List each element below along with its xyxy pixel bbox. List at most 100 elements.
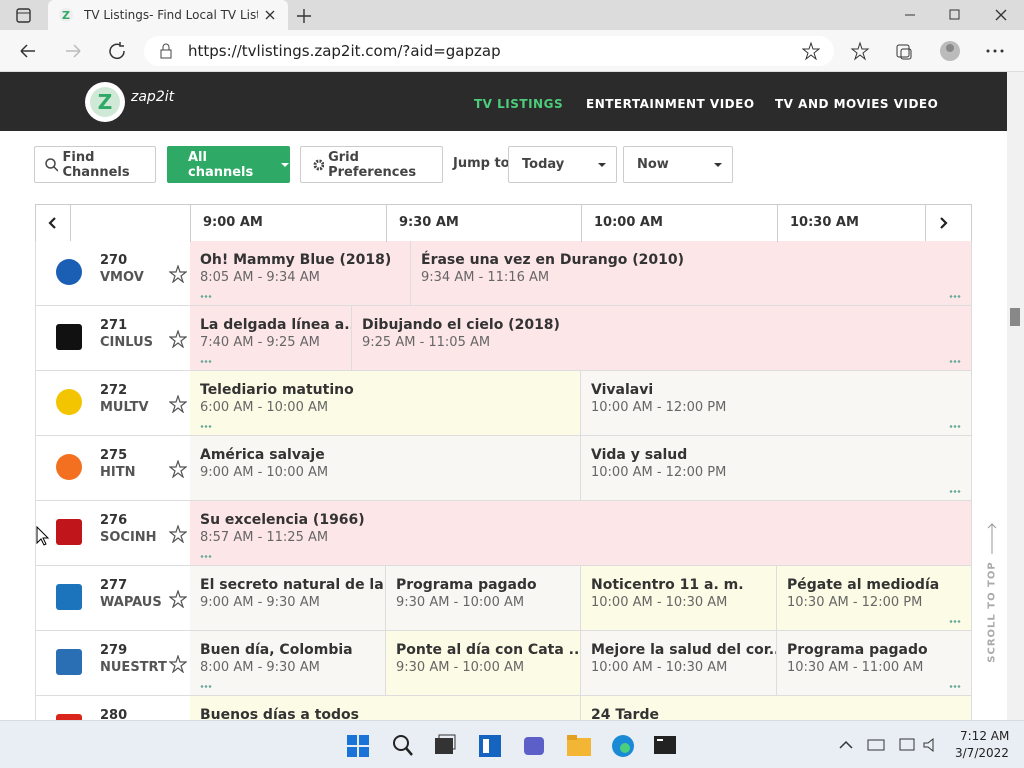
program-cell[interactable]: Pégate al mediodía 10:30 AM - 12:00 PM	[777, 566, 972, 631]
favorite-add[interactable]	[802, 42, 820, 60]
program-time: 8:00 AM - 9:30 AM	[200, 660, 320, 675]
program-cell[interactable]: Vivalavi 10:00 AM - 12:00 PM	[581, 371, 972, 436]
channels-filter[interactable]: All channels	[167, 146, 290, 183]
channel-number: 276	[100, 513, 128, 528]
channel-cell[interactable]: 276 SOCINH	[35, 501, 191, 566]
tab-favicon: Z	[59, 8, 73, 22]
tab-actions-icon[interactable]	[16, 8, 32, 24]
program-title: Buenos días a todos	[200, 707, 360, 720]
channel-number: 275	[100, 448, 128, 463]
address-field[interactable]: https://tvlistings.zap2it.com/?aid=gapza…	[144, 36, 834, 66]
svg-text:Z: Z	[98, 90, 113, 114]
window-controls[interactable]	[900, 6, 1014, 24]
channel-cell[interactable]: 271 CINLUS	[35, 306, 191, 371]
new-tab[interactable]	[296, 8, 312, 24]
time-slot-header: 9:00 AM	[190, 204, 386, 242]
channel-call-sign: CINLUS	[100, 335, 153, 350]
time-slot-label: 10:00 AM	[594, 215, 663, 230]
active-tab[interactable]: Z TV Listings- Find Local TV Listing	[48, 0, 288, 30]
program-cell[interactable]: La delgada línea a... 7:40 AM - 9:25 AM	[190, 306, 352, 371]
program-time: 10:00 AM - 12:00 PM	[591, 465, 727, 480]
program-title: Mejore la salud del cor...	[591, 642, 777, 658]
tab-close[interactable]	[265, 10, 275, 20]
channel-call-sign: MULTV	[100, 400, 149, 415]
channel-cell[interactable]: 275 HITN	[35, 436, 191, 501]
program-time: 10:00 AM - 10:30 AM	[591, 660, 728, 675]
favorite-star[interactable]	[169, 655, 187, 673]
nav-link[interactable]: TV LISTINGS	[474, 97, 564, 111]
nav-link[interactable]: ENTERTAINMENT VIDEO	[586, 97, 755, 111]
browser-tools[interactable]	[850, 41, 1010, 61]
program-title: 24 Tarde	[591, 707, 659, 720]
channel-logo	[56, 519, 82, 545]
program-cell[interactable]: Buenos días a todos	[190, 696, 581, 720]
program-time: 6:00 AM - 10:00 AM	[200, 400, 329, 415]
channel-cell[interactable]: 280	[35, 696, 191, 720]
channel-number: 279	[100, 643, 128, 658]
program-cell[interactable]: Su excelencia (1966) 8:57 AM - 11:25 AM	[190, 501, 972, 566]
program-cell[interactable]: Buen día, Colombia 8:00 AM - 9:30 AM	[190, 631, 386, 696]
program-cell[interactable]: Programa pagado 9:30 AM - 10:00 AM	[386, 566, 581, 631]
time-slot-label: 10:30 AM	[790, 215, 859, 230]
program-cell[interactable]: Érase una vez en Durango (2010) 9:34 AM -…	[411, 241, 972, 306]
select-value: Today	[522, 157, 565, 172]
favorite-star[interactable]	[169, 460, 187, 478]
program-cell[interactable]: Vida y salud 10:00 AM - 12:00 PM	[581, 436, 972, 501]
channel-number: 277	[100, 578, 128, 593]
program-cell[interactable]: Ponte al día con Cata ... 9:30 AM - 10:00…	[386, 631, 581, 696]
program-time: 9:00 AM - 10:00 AM	[200, 465, 329, 480]
channel-logo	[56, 259, 82, 285]
day-select[interactable]: Today	[508, 146, 617, 183]
channel-cell[interactable]: 272 MULTV	[35, 371, 191, 436]
program-time: 9:30 AM - 10:00 AM	[396, 595, 525, 610]
time-slot-header: 9:30 AM	[386, 204, 581, 242]
scroll-arrow[interactable]	[985, 522, 999, 556]
favorite-star[interactable]	[169, 590, 187, 608]
taskbar-apps[interactable]	[340, 729, 690, 763]
program-cell[interactable]: El secreto natural de la... 9:00 AM - 9:3…	[190, 566, 386, 631]
nav-buttons[interactable]	[18, 42, 128, 60]
svg-text:Z: Z	[62, 9, 70, 22]
channel-cell[interactable]: 270 VMOV	[35, 241, 191, 306]
program-cell[interactable]: Mejore la salud del cor... 10:00 AM - 10:…	[581, 631, 777, 696]
channel-cell[interactable]: 277 WAPAUS	[35, 566, 191, 631]
favorite-star[interactable]	[169, 265, 187, 283]
scrollbar-thumb[interactable]	[1010, 308, 1020, 326]
favorite-star[interactable]	[169, 525, 187, 543]
program-title: Buen día, Colombia	[200, 642, 353, 658]
grid-viewport: 270 VMOV Oh! Mammy Blue (2018) 8:05 AM - 9:…	[0, 72, 1007, 720]
nav-link[interactable]: TV AND MOVIES VIDEO	[775, 97, 939, 111]
channel-cell[interactable]: 279 NUESTRT	[35, 631, 191, 696]
program-time: 9:00 AM - 9:30 AM	[200, 595, 320, 610]
program-cell[interactable]: 24 Tarde	[581, 696, 972, 720]
program-cell[interactable]: Programa pagado 10:30 AM - 11:00 AM	[777, 631, 972, 696]
channel-logo	[56, 649, 82, 675]
program-cell[interactable]: Noticentro 11 a. m. 10:00 AM - 10:30 AM	[581, 566, 777, 631]
scroll-to-top[interactable]: SCROLL TO TOP	[986, 561, 998, 663]
site-logo[interactable]: Z	[84, 81, 126, 123]
caret	[714, 163, 722, 167]
program-cell[interactable]: Dibujando el cielo (2018) 9:25 AM - 11:05…	[352, 306, 972, 371]
program-time: 10:00 AM - 10:30 AM	[591, 595, 728, 610]
select-value: Now	[637, 157, 669, 172]
grid-preferences-button[interactable]: Grid Preferences	[300, 146, 443, 183]
find-channels-button[interactable]: Find Channels	[34, 146, 156, 183]
scrollbar[interactable]	[1007, 72, 1024, 720]
program-title: Érase una vez en Durango (2010)	[421, 252, 685, 268]
program-cell[interactable]: Oh! Mammy Blue (2018) 8:05 AM - 9:34 AM	[190, 241, 411, 306]
next-arrow[interactable]	[936, 216, 950, 230]
favorite-star[interactable]	[169, 330, 187, 348]
time-slot-label: 9:30 AM	[399, 215, 459, 230]
time-select[interactable]: Now	[623, 146, 733, 183]
channel-call-sign: VMOV	[100, 270, 144, 285]
system-tray[interactable]	[838, 736, 948, 754]
prev-arrow[interactable]	[46, 216, 60, 230]
favorite-star[interactable]	[169, 395, 187, 413]
channel-logo	[56, 584, 82, 610]
search-icon	[45, 157, 58, 172]
program-cell[interactable]: América salvaje 9:00 AM - 10:00 AM	[190, 436, 581, 501]
program-cell[interactable]: Telediario matutino 6:00 AM - 10:00 AM	[190, 371, 581, 436]
lock-icon	[160, 43, 172, 59]
